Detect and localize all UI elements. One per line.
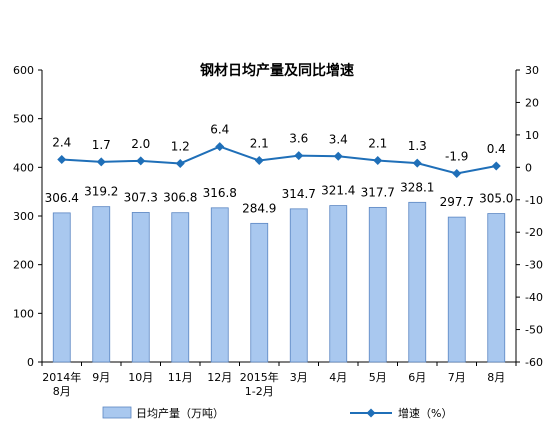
line-point-marker xyxy=(96,157,106,167)
bar xyxy=(368,206,387,363)
line-value-label: 1.7 xyxy=(92,138,111,152)
bar xyxy=(171,212,190,363)
line-point-marker xyxy=(373,156,383,166)
bar xyxy=(92,206,111,363)
line-value-label: 1.3 xyxy=(408,139,427,153)
bar-value-label: 297.7 xyxy=(440,195,474,209)
line-value-label: -1.9 xyxy=(445,149,468,163)
bar xyxy=(250,222,269,363)
bar-value-label: 317.7 xyxy=(361,185,395,199)
legend-bar-label: 日均产量（万吨） xyxy=(136,406,224,420)
y-left-tick-label: 500 xyxy=(13,113,34,126)
y-left-tick-label: 0 xyxy=(27,356,34,369)
line-point-marker xyxy=(136,156,146,166)
legend-line-label: 增速（%） xyxy=(398,406,452,420)
bar-value-label: 328.1 xyxy=(400,180,434,194)
bar xyxy=(210,207,229,363)
bar xyxy=(408,201,427,363)
line-point-marker xyxy=(215,142,225,152)
legend: 日均产量（万吨） 增速（%） xyxy=(102,406,452,420)
y-right-tick-label: 0 xyxy=(525,161,532,174)
line-value-label: 2.0 xyxy=(131,137,150,151)
line-value-label: 2.1 xyxy=(368,137,387,151)
line-point-marker xyxy=(412,158,422,168)
bar-value-label: 314.7 xyxy=(282,187,316,201)
bar-value-label: 319.2 xyxy=(84,185,118,199)
y-left-tick-label: 300 xyxy=(13,210,34,223)
plot-area: 0 100 200 300 400 500 600 -60 -50 -40 -30 -20 -10 0 10… xyxy=(13,64,543,398)
bar-value-label: 306.8 xyxy=(163,191,197,205)
bar xyxy=(447,216,466,363)
x-tick-label: 7月 xyxy=(448,371,466,384)
x-tick-label: 9月 xyxy=(92,371,110,384)
y-left-tick-label: 100 xyxy=(13,307,34,320)
bar-value-label: 316.8 xyxy=(203,186,237,200)
line-point-marker xyxy=(57,155,67,165)
line-point-marker xyxy=(491,161,501,171)
x-tick-label: 8月 xyxy=(487,371,505,384)
y-left-tick-label: 400 xyxy=(13,161,34,174)
bar-value-label: 305.0 xyxy=(479,192,513,206)
y-left-tick-label: 200 xyxy=(13,259,34,272)
y-right-tick-label: -20 xyxy=(525,226,543,239)
x-tick-label: 1-2月 xyxy=(245,385,274,398)
y-right-tick-label: -10 xyxy=(525,194,543,207)
line-point-marker xyxy=(254,156,264,166)
bar xyxy=(289,208,308,363)
x-tick-label: 4月 xyxy=(329,371,347,384)
x-tick-label: 3月 xyxy=(290,371,308,384)
bar xyxy=(52,212,71,363)
legend-bar-swatch xyxy=(102,406,132,419)
bar xyxy=(329,205,348,363)
y-right-tick-label: -30 xyxy=(525,259,543,272)
chart-title: 钢材日均产量及同比增速 xyxy=(200,62,354,79)
x-tick-label: 11月 xyxy=(168,371,193,384)
y-right-tick-label: 20 xyxy=(525,96,539,109)
bar xyxy=(487,213,506,363)
x-tick-label: 2015年 xyxy=(240,370,279,384)
x-tick-label: 12月 xyxy=(207,371,232,384)
bar-value-label: 306.4 xyxy=(45,191,79,205)
line-value-label: 0.4 xyxy=(487,142,506,156)
y-right-tick-label: 30 xyxy=(525,64,539,77)
line-value-label: 1.2 xyxy=(171,139,190,153)
y-right-tick-label: -50 xyxy=(525,324,543,337)
growth-line xyxy=(61,145,497,175)
line-point-marker xyxy=(452,168,462,178)
y-right-tick-label: -60 xyxy=(525,356,543,369)
x-tick-label: 10月 xyxy=(128,371,153,384)
line-value-label: 6.4 xyxy=(210,123,229,137)
y-left-tick-label: 600 xyxy=(13,64,34,77)
x-tick-label: 5月 xyxy=(369,371,387,384)
line-value-label: 3.4 xyxy=(329,132,348,146)
line-point-marker xyxy=(294,151,304,161)
x-tick-label: 6月 xyxy=(408,371,426,384)
y-right-tick-label: -40 xyxy=(525,291,543,304)
line-point-marker xyxy=(333,151,343,161)
bar-value-label: 321.4 xyxy=(321,184,355,198)
line-value-label: 2.1 xyxy=(250,137,269,151)
x-tick-label: 2014年 xyxy=(42,370,81,384)
y-right-tick-label: 10 xyxy=(525,129,539,142)
bar xyxy=(131,212,150,363)
legend-line-marker xyxy=(366,408,376,418)
x-tick-label: 8月 xyxy=(53,385,71,398)
line-point-marker xyxy=(175,158,185,168)
line-value-label: 2.4 xyxy=(52,136,71,150)
bar-value-label: 307.3 xyxy=(124,190,158,204)
bar-value-label: 284.9 xyxy=(242,201,276,215)
line-value-label: 3.6 xyxy=(289,132,308,146)
